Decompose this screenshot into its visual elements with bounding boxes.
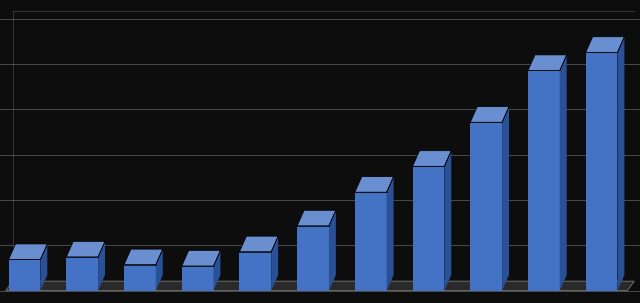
Polygon shape	[560, 55, 566, 291]
Polygon shape	[355, 177, 394, 192]
Polygon shape	[156, 249, 163, 291]
Polygon shape	[502, 107, 509, 291]
Bar	[355, 192, 387, 291]
Polygon shape	[182, 250, 220, 266]
Bar	[413, 166, 444, 291]
Bar	[239, 252, 271, 291]
Polygon shape	[297, 210, 336, 226]
Polygon shape	[618, 37, 625, 291]
Polygon shape	[214, 250, 220, 291]
Polygon shape	[528, 55, 566, 70]
Polygon shape	[67, 241, 105, 257]
Bar	[9, 259, 40, 291]
Polygon shape	[470, 107, 509, 122]
Polygon shape	[387, 177, 394, 291]
Polygon shape	[444, 151, 451, 291]
Polygon shape	[239, 236, 278, 252]
Polygon shape	[271, 236, 278, 291]
Bar	[528, 70, 560, 291]
Polygon shape	[40, 244, 47, 291]
Polygon shape	[98, 241, 105, 291]
Bar	[297, 226, 329, 291]
Polygon shape	[6, 281, 634, 291]
Bar	[182, 266, 214, 291]
Polygon shape	[586, 37, 625, 52]
Polygon shape	[124, 249, 163, 265]
Polygon shape	[329, 210, 336, 291]
Bar	[124, 265, 156, 291]
Bar	[586, 52, 618, 291]
Bar	[67, 257, 98, 291]
Polygon shape	[413, 151, 451, 166]
Bar	[470, 122, 502, 291]
Polygon shape	[9, 244, 47, 259]
